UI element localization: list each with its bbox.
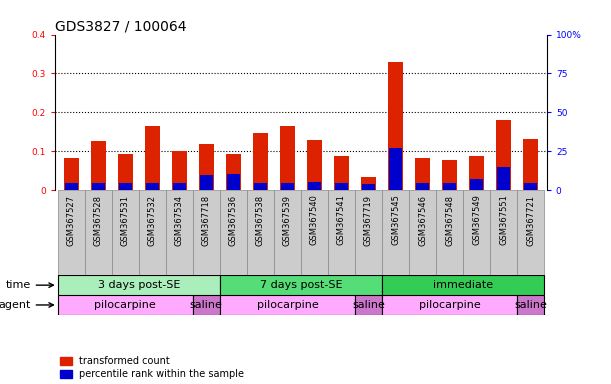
- Text: time: time: [5, 280, 53, 290]
- Bar: [193, 295, 220, 315]
- Legend: transformed count, percentile rank within the sample: transformed count, percentile rank withi…: [60, 356, 244, 379]
- Text: pilocarpine: pilocarpine: [94, 300, 156, 310]
- Bar: [166, 190, 193, 275]
- Bar: [172, 151, 187, 190]
- Text: GSM367539: GSM367539: [283, 195, 292, 245]
- Bar: [199, 144, 214, 190]
- Bar: [490, 190, 517, 275]
- Bar: [119, 182, 132, 190]
- Bar: [361, 177, 376, 190]
- Bar: [200, 175, 213, 190]
- Bar: [118, 154, 133, 190]
- Bar: [470, 179, 483, 190]
- Bar: [254, 182, 267, 190]
- Bar: [416, 182, 429, 190]
- Bar: [308, 182, 321, 190]
- Bar: [145, 126, 159, 190]
- Text: 3 days post-SE: 3 days post-SE: [98, 280, 180, 290]
- Text: saline: saline: [190, 300, 223, 310]
- Bar: [328, 190, 355, 275]
- Bar: [92, 183, 105, 190]
- Bar: [382, 295, 517, 315]
- Bar: [280, 126, 295, 190]
- Bar: [388, 62, 403, 190]
- Text: GSM367719: GSM367719: [364, 195, 373, 245]
- Bar: [469, 156, 484, 190]
- Bar: [220, 275, 382, 295]
- Text: GSM367551: GSM367551: [499, 195, 508, 245]
- Bar: [382, 275, 544, 295]
- Bar: [496, 120, 511, 190]
- Bar: [220, 295, 355, 315]
- Text: GSM367718: GSM367718: [202, 195, 211, 246]
- Bar: [112, 190, 139, 275]
- Bar: [85, 190, 112, 275]
- Text: GSM367527: GSM367527: [67, 195, 76, 245]
- Bar: [334, 156, 349, 190]
- Bar: [517, 190, 544, 275]
- Bar: [280, 183, 294, 190]
- Bar: [57, 295, 193, 315]
- Bar: [389, 148, 402, 190]
- Text: immediate: immediate: [433, 280, 493, 290]
- Bar: [57, 275, 220, 295]
- Text: GSM367540: GSM367540: [310, 195, 319, 245]
- Bar: [355, 190, 382, 275]
- Text: 7 days post-SE: 7 days post-SE: [260, 280, 342, 290]
- Bar: [226, 154, 241, 190]
- Bar: [57, 190, 85, 275]
- Text: GSM367548: GSM367548: [445, 195, 454, 245]
- Bar: [173, 182, 186, 190]
- Bar: [247, 190, 274, 275]
- Bar: [382, 190, 409, 275]
- Bar: [145, 183, 159, 190]
- Text: GDS3827 / 100064: GDS3827 / 100064: [55, 20, 186, 33]
- Bar: [301, 190, 328, 275]
- Bar: [524, 183, 537, 190]
- Text: saline: saline: [352, 300, 385, 310]
- Bar: [227, 174, 240, 190]
- Bar: [335, 183, 348, 190]
- Bar: [517, 295, 544, 315]
- Text: GSM367721: GSM367721: [526, 195, 535, 245]
- Bar: [442, 160, 457, 190]
- Text: GSM367534: GSM367534: [175, 195, 184, 245]
- Bar: [193, 190, 220, 275]
- Bar: [274, 190, 301, 275]
- Bar: [355, 295, 382, 315]
- Bar: [65, 183, 78, 190]
- Bar: [220, 190, 247, 275]
- Text: agent: agent: [0, 300, 53, 310]
- Text: pilocarpine: pilocarpine: [419, 300, 480, 310]
- Text: pilocarpine: pilocarpine: [257, 300, 318, 310]
- Bar: [253, 133, 268, 190]
- Bar: [307, 140, 322, 190]
- Text: GSM367541: GSM367541: [337, 195, 346, 245]
- Text: GSM367536: GSM367536: [229, 195, 238, 246]
- Text: saline: saline: [514, 300, 547, 310]
- Text: GSM367546: GSM367546: [418, 195, 427, 245]
- Bar: [497, 167, 510, 190]
- Bar: [64, 158, 79, 190]
- Bar: [139, 190, 166, 275]
- Bar: [436, 190, 463, 275]
- Bar: [91, 141, 106, 190]
- Text: GSM367545: GSM367545: [391, 195, 400, 245]
- Bar: [362, 184, 375, 190]
- Bar: [463, 190, 490, 275]
- Text: GSM367531: GSM367531: [121, 195, 130, 245]
- Bar: [443, 183, 456, 190]
- Text: GSM367538: GSM367538: [256, 195, 265, 246]
- Bar: [523, 139, 538, 190]
- Bar: [409, 190, 436, 275]
- Text: GSM367528: GSM367528: [93, 195, 103, 245]
- Bar: [415, 158, 430, 190]
- Text: GSM367532: GSM367532: [148, 195, 157, 245]
- Text: GSM367549: GSM367549: [472, 195, 481, 245]
